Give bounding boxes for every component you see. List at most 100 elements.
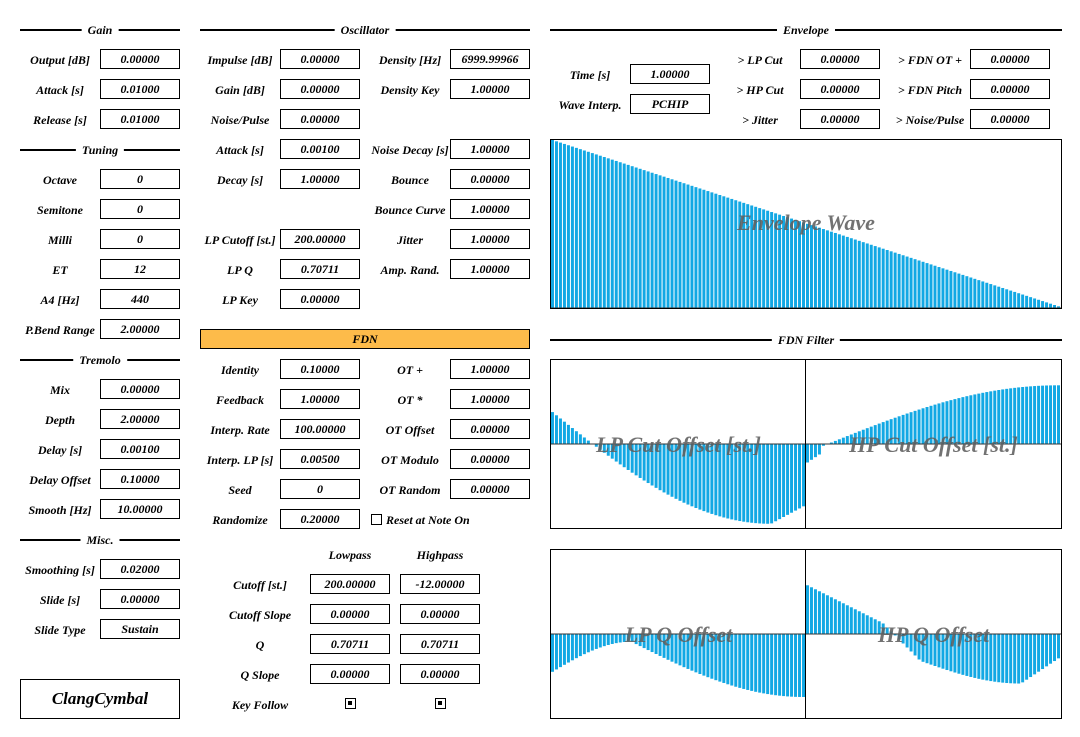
bounce-input[interactable]: 0.00000 <box>450 169 530 189</box>
wave-bar <box>1005 634 1009 684</box>
wave-bar <box>897 634 901 640</box>
slide-s-label: Slide [s] <box>39 593 81 607</box>
highpass-q-input[interactable]: 0.70711 <box>400 634 480 654</box>
semitone-input[interactable]: 0 <box>100 199 180 219</box>
ot-random-input[interactable]: 0.00000 <box>450 479 530 499</box>
wave-bar <box>977 393 981 444</box>
wave-bar <box>618 634 622 643</box>
a4-hz-label: A4 [Hz] <box>40 293 80 307</box>
highpass-cutoff-slope-input[interactable]: 0.00000 <box>400 604 480 624</box>
wave-bar <box>1025 634 1029 680</box>
envelope-time-input[interactable]: 1.00000 <box>630 64 710 84</box>
octave-input[interactable]: 0 <box>100 169 180 189</box>
ot-input[interactable]: 1.00000 <box>450 389 530 409</box>
ot-input[interactable]: 1.00000 <box>450 359 530 379</box>
milli-input[interactable]: 0 <box>100 229 180 249</box>
fdn-section-header: FDN <box>200 329 530 349</box>
wave-bar <box>674 444 678 499</box>
key-follow-lowpass-checkbox[interactable] <box>345 698 356 709</box>
jitter-input[interactable]: 1.00000 <box>450 229 530 249</box>
lp-q-offset-view[interactable]: LP Q Offset <box>550 549 807 719</box>
noise-pulse-input[interactable]: 0.00000 <box>970 109 1050 129</box>
wave-bar <box>1017 387 1021 444</box>
decay-s-input[interactable]: 1.00000 <box>280 169 360 189</box>
key-follow-highpass-checkbox[interactable] <box>435 698 446 709</box>
density-key-input[interactable]: 1.00000 <box>450 79 530 99</box>
hp-q-offset-view[interactable]: HP Q Offset <box>805 549 1062 719</box>
wave-bar <box>726 444 730 519</box>
q-label: Q <box>255 638 265 652</box>
delay-offset-input[interactable]: 0.10000 <box>100 469 180 489</box>
release-s-input[interactable]: 0.01000 <box>100 109 180 129</box>
feedback-input[interactable]: 1.00000 <box>280 389 360 409</box>
interp-lp-s-label: Interp. LP [s] <box>206 453 274 467</box>
lp-cut-offset-view[interactable]: LP Cut Offset [st.] <box>550 359 807 529</box>
wave-bar <box>997 634 1001 683</box>
density-hz-input[interactable]: 6999.99966 <box>450 49 530 69</box>
wave-bar <box>889 419 893 444</box>
delay-s-input[interactable]: 0.00100 <box>100 439 180 459</box>
hp-cut-input[interactable]: 0.00000 <box>800 79 880 99</box>
wave-bar <box>786 444 790 515</box>
wave-bar <box>869 617 873 634</box>
wave-bar <box>957 398 961 444</box>
lp-key-input[interactable]: 0.00000 <box>280 289 360 309</box>
ot-modulo-input[interactable]: 0.00000 <box>450 449 530 469</box>
lowpass-cutoff-slope-input[interactable]: 0.00000 <box>310 604 390 624</box>
amp-rand-input[interactable]: 1.00000 <box>450 259 530 279</box>
et-input[interactable]: 12 <box>100 259 180 279</box>
hp-cut-offset-view[interactable]: HP Cut Offset [st.] <box>805 359 1062 529</box>
noise-pulse-input[interactable]: 0.00000 <box>280 109 360 129</box>
a4-hz-input[interactable]: 440 <box>100 289 180 309</box>
wave-bar <box>698 188 702 308</box>
fdn-pitch-input[interactable]: 0.00000 <box>970 79 1050 99</box>
randomize-input[interactable]: 0.20000 <box>280 509 360 529</box>
bounce-curve-label: Bounce Curve <box>374 203 446 217</box>
wave-interp-selector[interactable]: PCHIP <box>630 94 710 114</box>
wave-bar <box>993 634 997 682</box>
wave-bar <box>770 212 774 308</box>
interp-rate-input[interactable]: 100.00000 <box>280 419 360 439</box>
highpass-q-slope-input[interactable]: 0.00000 <box>400 664 480 684</box>
smooth-hz-input[interactable]: 10.00000 <box>100 499 180 519</box>
wave-bar <box>806 444 809 463</box>
reset-at-note-on-checkbox[interactable] <box>371 514 382 525</box>
noise-decay-s-input[interactable]: 1.00000 <box>450 139 530 159</box>
envelope-wave-view[interactable]: Envelope Wave <box>550 139 1062 309</box>
depth-input[interactable]: 2.00000 <box>100 409 180 429</box>
wave-bar <box>957 634 961 674</box>
wave-bar <box>586 440 590 444</box>
lp-q-input[interactable]: 0.70711 <box>280 259 360 279</box>
p-bend-range-input[interactable]: 2.00000 <box>100 319 180 339</box>
lp-cutoff-st-input[interactable]: 200.00000 <box>280 229 360 249</box>
mix-input[interactable]: 0.00000 <box>100 379 180 399</box>
lowpass-cutoff-st-input[interactable]: 200.00000 <box>310 574 390 594</box>
wave-bar <box>654 174 658 308</box>
highpass-cutoff-st-input[interactable]: -12.00000 <box>400 574 480 594</box>
attack-s-input[interactable]: 0.01000 <box>100 79 180 99</box>
slide-s-input[interactable]: 0.00000 <box>100 589 180 609</box>
wave-bar <box>961 397 965 444</box>
output-db-input[interactable]: 0.00000 <box>100 49 180 69</box>
wave-bar <box>825 595 829 634</box>
smoothing-s-input[interactable]: 0.02000 <box>100 559 180 579</box>
impulse-db-input[interactable]: 0.00000 <box>280 49 360 69</box>
seed-input[interactable]: 0 <box>280 479 360 499</box>
identity-input[interactable]: 0.10000 <box>280 359 360 379</box>
bounce-curve-input[interactable]: 1.00000 <box>450 199 530 219</box>
gain-db-input[interactable]: 0.00000 <box>280 79 360 99</box>
attack-s-input[interactable]: 0.00100 <box>280 139 360 159</box>
lowpass-q-slope-input[interactable]: 0.00000 <box>310 664 390 684</box>
fdn-ot-input[interactable]: 0.00000 <box>970 49 1050 69</box>
wave-bar <box>622 163 626 308</box>
wave-bar <box>754 444 758 524</box>
jitter-input[interactable]: 0.00000 <box>800 109 880 129</box>
wave-bar <box>570 634 574 661</box>
ot-offset-input[interactable]: 0.00000 <box>450 419 530 439</box>
interp-lp-s-input[interactable]: 0.00500 <box>280 449 360 469</box>
lp-cut-input[interactable]: 0.00000 <box>800 49 880 69</box>
slide-type-input[interactable]: Sustain <box>100 619 180 639</box>
lowpass-q-input[interactable]: 0.70711 <box>310 634 390 654</box>
identity-label: Identity <box>221 363 259 377</box>
wave-bar <box>618 444 622 465</box>
